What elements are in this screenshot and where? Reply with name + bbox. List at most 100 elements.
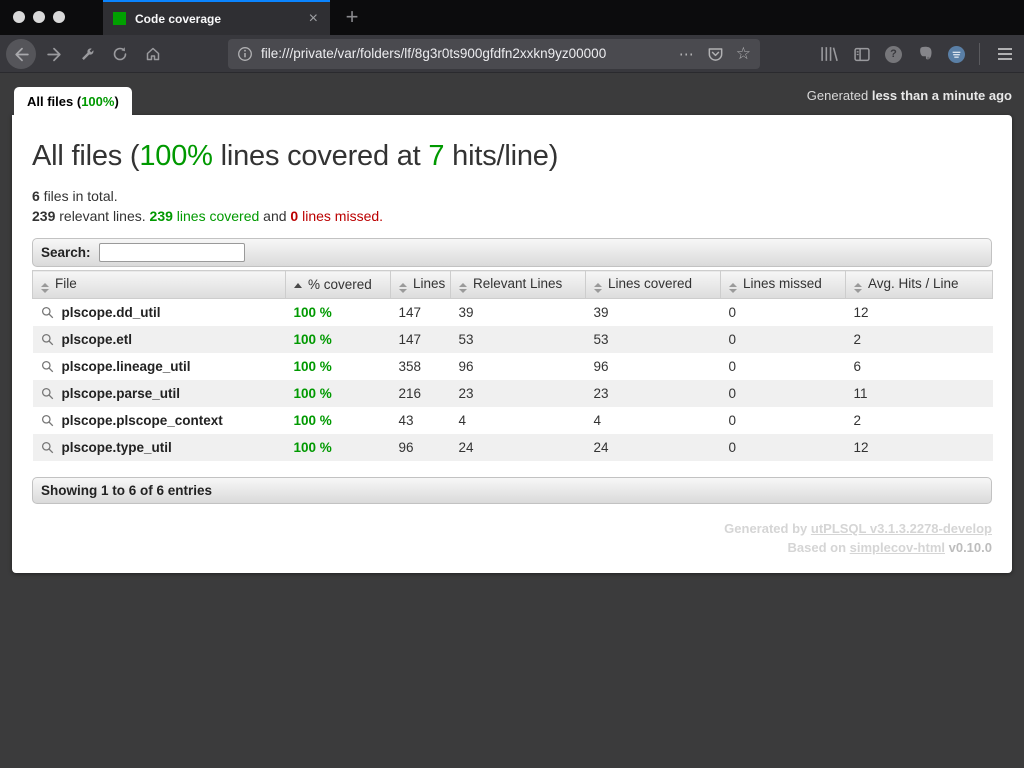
relevant-lines-cell: 39 bbox=[450, 298, 586, 326]
simplecov-html-link[interactable]: simplecov-html bbox=[849, 540, 945, 555]
window-zoom-button[interactable] bbox=[53, 11, 65, 23]
column-header-percent-covered[interactable]: % covered bbox=[285, 270, 391, 299]
column-header-file[interactable]: File bbox=[32, 270, 286, 299]
file-cell[interactable]: plscope.etl bbox=[32, 326, 286, 353]
all-files-tab-close-paren: ) bbox=[114, 94, 119, 109]
file-name[interactable]: plscope.type_util bbox=[61, 440, 172, 455]
file-name[interactable]: plscope.parse_util bbox=[61, 386, 181, 401]
library-icon[interactable] bbox=[820, 45, 839, 63]
lines-covered-cell: 4 bbox=[585, 407, 721, 434]
magnifier-icon bbox=[41, 333, 53, 346]
report-footer: Generated by utPLSQL v3.1.3.2278-develop… bbox=[32, 519, 992, 557]
lines-summary-line: 239 relevant lines. 239 lines covered an… bbox=[32, 206, 992, 226]
title-post: hits/line) bbox=[444, 140, 559, 172]
column-header-lines-missed[interactable]: Lines missed bbox=[720, 270, 846, 299]
files-count: 6 bbox=[32, 188, 40, 204]
file-cell[interactable]: plscope.type_util bbox=[32, 434, 286, 461]
relevant-lines-cell: 24 bbox=[450, 434, 586, 461]
magnifier-icon bbox=[41, 387, 53, 400]
relevant-lines-cell: 4 bbox=[450, 407, 586, 434]
search-input[interactable] bbox=[98, 243, 245, 262]
missed-text: lines missed. bbox=[298, 208, 384, 224]
browser-tab-active[interactable]: Code coverage × bbox=[103, 0, 330, 35]
home-button[interactable] bbox=[138, 39, 168, 69]
file-cell[interactable]: plscope.plscope_context bbox=[32, 407, 286, 434]
report-card: All files (100% lines covered at 7 hits/… bbox=[12, 115, 1012, 573]
lines-covered-cell: 24 bbox=[585, 434, 721, 461]
pagination-status-bar: Showing 1 to 6 of 6 entries bbox=[32, 477, 992, 504]
url-text[interactable]: file:///private/var/folders/lf/8g3r0ts90… bbox=[261, 46, 607, 61]
table-row: plscope.plscope_context 100 % 43 4 4 0 2 bbox=[32, 407, 993, 434]
based-on-line: Based on simplecov-html v0.10.0 bbox=[32, 538, 992, 557]
lines-missed-cell: 0 bbox=[720, 353, 846, 380]
tab-title: Code coverage bbox=[135, 11, 222, 26]
tab-close-icon[interactable]: × bbox=[308, 9, 318, 27]
all-files-tab[interactable]: All files (100%) bbox=[14, 87, 132, 115]
site-info-icon[interactable] bbox=[237, 46, 253, 62]
coverage-table: File % covered Lines Relevant Lines Line… bbox=[32, 270, 993, 461]
relevant-lines-cell: 53 bbox=[450, 326, 586, 353]
avg-hits-cell: 11 bbox=[845, 380, 993, 407]
evernote-extension-icon[interactable] bbox=[916, 45, 934, 63]
file-name[interactable]: plscope.lineage_util bbox=[61, 359, 191, 374]
file-name[interactable]: plscope.plscope_context bbox=[61, 413, 223, 428]
covered-cell: 100 % bbox=[285, 407, 391, 434]
lines-missed-cell: 0 bbox=[720, 298, 846, 326]
column-header-lines-covered[interactable]: Lines covered bbox=[585, 270, 721, 299]
menu-button[interactable] bbox=[994, 44, 1016, 64]
coverage-report-page: All files (100%) Generated less than a m… bbox=[0, 73, 1024, 767]
file-name[interactable]: plscope.dd_util bbox=[61, 305, 161, 320]
table-row: plscope.etl 100 % 147 53 53 0 2 bbox=[32, 326, 993, 353]
covered-cell: 100 % bbox=[285, 298, 391, 326]
url-text-container[interactable]: file:///private/var/folders/lf/8g3r0ts90… bbox=[261, 45, 675, 63]
forward-button[interactable] bbox=[39, 39, 69, 69]
covered-group: 239 lines covered bbox=[150, 208, 260, 224]
window-close-button[interactable] bbox=[13, 11, 25, 23]
report-tab-row: All files (100%) Generated less than a m… bbox=[0, 73, 1024, 115]
column-label: Relevant Lines bbox=[473, 276, 563, 291]
file-cell[interactable]: plscope.parse_util bbox=[32, 380, 286, 407]
sort-both-icon bbox=[459, 283, 467, 293]
lines-missed-cell: 0 bbox=[720, 407, 846, 434]
url-bar[interactable]: file:///private/var/folders/lf/8g3r0ts90… bbox=[228, 39, 760, 69]
window-minimize-button[interactable] bbox=[33, 11, 45, 23]
relevant-lines-cell: 96 bbox=[450, 353, 586, 380]
file-name[interactable]: plscope.etl bbox=[61, 332, 133, 347]
stylo-tools-button[interactable] bbox=[72, 39, 102, 69]
sort-both-icon bbox=[729, 283, 737, 293]
generated-by-line: Generated by utPLSQL v3.1.3.2278-develop bbox=[32, 519, 992, 538]
pocket-save-icon[interactable] bbox=[707, 46, 724, 63]
column-label: Lines bbox=[413, 276, 446, 291]
relevant-text: relevant lines. bbox=[55, 208, 150, 224]
page-actions-icon[interactable]: ⋯ bbox=[678, 46, 695, 63]
title-pre: All files ( bbox=[32, 140, 140, 172]
generated-value: less than a minute ago bbox=[871, 88, 1012, 103]
file-cell[interactable]: plscope.lineage_util bbox=[32, 353, 286, 380]
column-header-avg-hits[interactable]: Avg. Hits / Line bbox=[845, 270, 993, 299]
blue-extension-icon[interactable] bbox=[948, 45, 965, 63]
sidebar-toggle-icon[interactable] bbox=[853, 46, 871, 63]
based-on-label: Based on bbox=[787, 540, 850, 555]
column-header-relevant-lines[interactable]: Relevant Lines bbox=[450, 270, 586, 299]
back-button[interactable] bbox=[6, 39, 36, 69]
column-label: Avg. Hits / Line bbox=[868, 276, 959, 291]
table-header-row: File % covered Lines Relevant Lines Line… bbox=[32, 270, 993, 299]
reload-button[interactable] bbox=[105, 39, 135, 69]
magnifier-icon bbox=[41, 360, 53, 373]
covered-cell: 100 % bbox=[285, 380, 391, 407]
search-bar: Search: bbox=[32, 238, 992, 267]
extension-badge-icon[interactable]: ? bbox=[885, 45, 902, 63]
lines-cell: 147 bbox=[390, 298, 451, 326]
favicon-icon bbox=[113, 12, 126, 25]
lines-cell: 216 bbox=[390, 380, 451, 407]
window-controls[interactable] bbox=[13, 11, 65, 23]
and-text: and bbox=[259, 208, 291, 224]
column-header-lines[interactable]: Lines bbox=[390, 270, 451, 299]
utplsql-link[interactable]: utPLSQL v3.1.3.2278-develop bbox=[810, 521, 992, 536]
table-row: plscope.lineage_util 100 % 358 96 96 0 6 bbox=[32, 353, 993, 380]
new-tab-button[interactable]: + bbox=[345, 4, 359, 29]
magnifier-icon bbox=[41, 306, 53, 319]
bookmark-star-icon[interactable]: ☆ bbox=[735, 44, 751, 63]
file-cell[interactable]: plscope.dd_util bbox=[32, 298, 286, 326]
back-arrow-icon bbox=[14, 47, 29, 61]
